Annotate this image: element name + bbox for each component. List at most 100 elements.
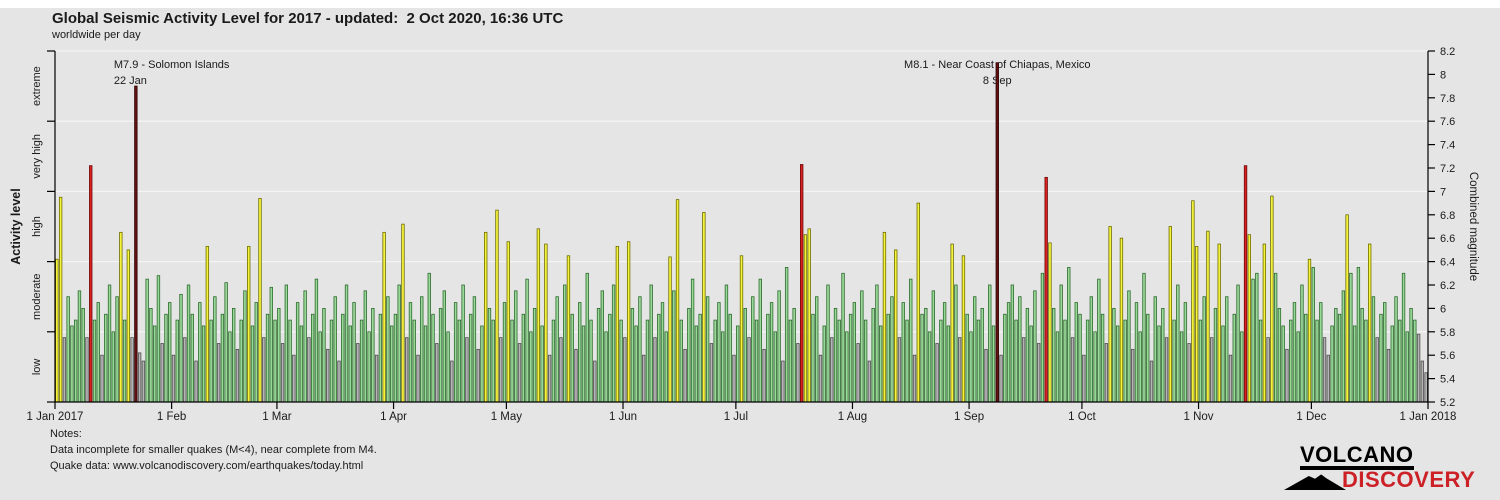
bar-day-166 <box>675 199 680 403</box>
left-band-label-low: low <box>31 359 43 376</box>
bar-day-350 <box>1368 243 1372 403</box>
bar-day-105 <box>446 331 450 403</box>
bar-day-197 <box>792 307 796 403</box>
bar-day-99 <box>423 325 428 403</box>
bar-day-175 <box>709 343 714 403</box>
bar-day-1 <box>55 258 59 403</box>
bar-day-170 <box>690 278 695 403</box>
bar-day-225 <box>897 337 902 403</box>
bar-day-113 <box>476 348 480 403</box>
bar-day-272 <box>1074 302 1078 403</box>
bar-day-168 <box>683 348 687 403</box>
bar-day-77 <box>341 313 345 403</box>
bar-day-158 <box>645 319 650 403</box>
bar-day-358 <box>1398 319 1402 403</box>
bar-day-43 <box>213 296 217 403</box>
bar-day-144 <box>593 360 597 403</box>
bar-day-284 <box>1119 237 1124 403</box>
bar-day-295 <box>1161 307 1165 403</box>
bar-day-153 <box>626 241 631 403</box>
bar-day-19 <box>122 319 127 403</box>
right-tick-8: 8 <box>1440 69 1446 81</box>
bar-day-317 <box>1243 165 1248 403</box>
bar-day-95 <box>408 302 413 403</box>
bar-day-89 <box>386 296 390 403</box>
bar-day-26 <box>149 307 153 403</box>
right-tick-6: 6 <box>1440 303 1446 315</box>
bar-day-127 <box>529 331 533 403</box>
bar-day-264 <box>1044 176 1048 403</box>
bar-day-348 <box>1360 307 1364 403</box>
bar-day-212 <box>848 313 853 403</box>
bar-day-303 <box>1191 200 1195 403</box>
bar-day-269 <box>1063 319 1067 403</box>
bar-day-171 <box>694 325 699 403</box>
bar-day-222 <box>886 313 890 403</box>
bar-day-12 <box>96 302 100 403</box>
bar-day-333 <box>1304 313 1308 403</box>
bar-day-297 <box>1168 226 1173 403</box>
bar-day-247 <box>980 307 984 403</box>
bar-day-243 <box>965 313 969 403</box>
bar-day-257 <box>1018 296 1022 403</box>
bar-day-228 <box>909 278 913 403</box>
bar-day-208 <box>833 307 838 403</box>
bar-day-71 <box>318 331 322 403</box>
bar-day-140 <box>578 302 582 403</box>
bar-day-186 <box>751 296 755 403</box>
bar-day-217 <box>867 360 872 403</box>
bar-day-240 <box>954 284 958 403</box>
bar-day-32 <box>171 354 176 403</box>
bar-day-364 <box>1420 360 1425 403</box>
bar-day-235 <box>935 343 939 403</box>
bar-day-81 <box>356 343 360 403</box>
bar-day-224 <box>894 249 898 403</box>
bar-day-90 <box>389 325 394 403</box>
bar-day-198 <box>796 343 800 403</box>
bar-day-47 <box>228 331 232 403</box>
bar-day-49 <box>235 348 240 403</box>
bar-day-70 <box>314 278 319 403</box>
x-tick-1-Apr: 1 Apr <box>380 411 407 423</box>
annotation-1-text: M7.9 - Solomon Islands <box>114 59 230 71</box>
bar-day-62 <box>284 284 289 403</box>
bar-day-234 <box>931 290 936 403</box>
bar-day-255 <box>1010 284 1015 403</box>
x-tick-1-Sep: 1 Sep <box>954 411 984 423</box>
bar-day-180 <box>728 313 732 403</box>
bar-day-51 <box>243 290 247 403</box>
bar-day-133 <box>551 319 556 403</box>
bar-day-336 <box>1315 319 1319 403</box>
bar-day-229 <box>912 354 917 403</box>
bar-day-313 <box>1228 354 1233 403</box>
x-tick-1-Feb: 1 Feb <box>157 411 186 423</box>
bar-day-304 <box>1194 245 1199 403</box>
bar-day-316 <box>1240 331 1244 403</box>
bar-day-319 <box>1251 278 1255 403</box>
bar-day-28 <box>156 275 161 403</box>
bar-day-15 <box>107 284 112 403</box>
bar-day-44 <box>216 343 221 403</box>
bar-day-337 <box>1319 302 1323 403</box>
bar-day-268 <box>1059 284 1063 403</box>
bar-day-5 <box>70 325 74 403</box>
bar-day-230 <box>916 202 920 403</box>
bar-day-87 <box>378 313 383 403</box>
bar-day-266 <box>1052 307 1056 403</box>
bar-day-147 <box>604 331 608 403</box>
bar-day-261 <box>1033 290 1037 403</box>
bar-day-169 <box>687 307 691 403</box>
bar-day-21 <box>130 337 134 403</box>
bar-day-361 <box>1409 307 1413 403</box>
bar-day-16 <box>111 331 115 403</box>
bar-day-88 <box>382 231 386 403</box>
right-tick-5.2: 5.2 <box>1440 397 1455 409</box>
bar-day-69 <box>310 313 315 403</box>
bar-day-195 <box>784 267 789 403</box>
bar-day-120 <box>502 302 507 403</box>
bar-day-98 <box>420 296 424 403</box>
left-band-label-extreme: extreme <box>31 66 43 106</box>
bar-day-330 <box>1292 302 1297 403</box>
right-tick-8.2: 8.2 <box>1440 46 1455 58</box>
bar-day-126 <box>525 278 529 403</box>
